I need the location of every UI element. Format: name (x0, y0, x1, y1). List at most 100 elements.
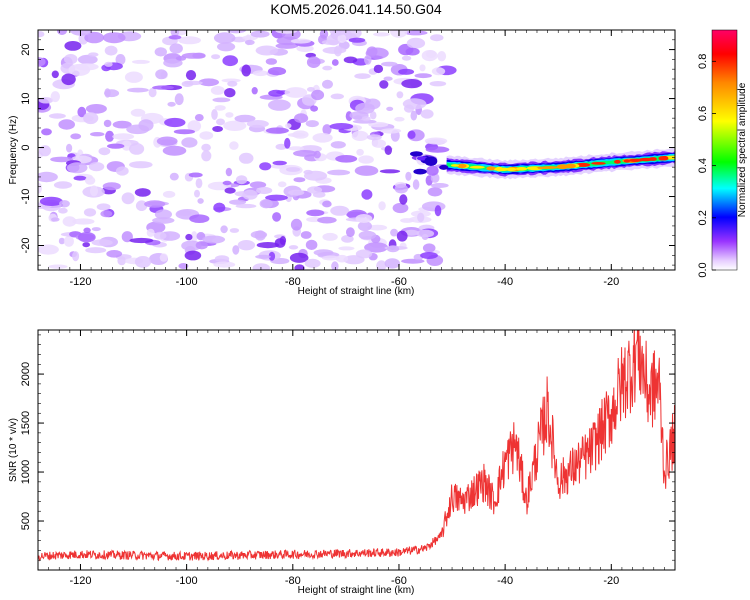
heatmap-noise-blob (121, 231, 133, 243)
heatmap-noise-blob (106, 250, 123, 258)
heatmap-noise-blob (112, 120, 132, 129)
heatmap-noise-blob (368, 121, 389, 128)
heatmap-noise-blob (337, 34, 347, 44)
x-tick-label: -20 (603, 276, 619, 288)
colorbar-label: Normalized spectral amplitude (737, 82, 748, 217)
heatmap-signal-hotspot (469, 165, 485, 169)
heatmap-transition-blob (410, 151, 423, 157)
heatmap-noise-blob (38, 182, 42, 194)
heatmap-noise-blob (170, 30, 180, 37)
heatmap-noise-blob (70, 30, 93, 36)
heatmap-noise-blob (355, 102, 375, 115)
heatmap-noise-blob (154, 47, 167, 57)
heatmap-noise-blob (290, 38, 311, 44)
heatmap-noise-blob (430, 183, 449, 188)
heatmap-noise-blob (138, 119, 154, 132)
heatmap-noise-blob (83, 227, 91, 234)
heatmap-noise-blob (84, 176, 96, 185)
heatmap-noise-blob (211, 54, 221, 60)
heatmap-noise-blob (250, 230, 268, 239)
colorbar-tick-label: 0.4 (697, 158, 709, 173)
snr-series-line (38, 330, 675, 562)
heatmap-noise-blob (386, 106, 394, 111)
heatmap-noise-blob (265, 194, 288, 201)
heatmap-signal-hotspot (535, 166, 553, 169)
heatmap-noise-blob (213, 202, 226, 213)
heatmap-signal-hotspot (495, 166, 503, 172)
heatmap-noise-blob (169, 43, 183, 54)
heatmap-noise-blob (392, 202, 409, 214)
heatmap-noise-blob (404, 229, 419, 236)
heatmap-noise-blob (41, 128, 52, 136)
heatmap-signal-hotspot (614, 159, 621, 164)
heatmap-noise-blob (265, 58, 278, 65)
heatmap-noise-blob (422, 243, 436, 253)
heatmap-noise-blob (162, 145, 187, 156)
heatmap-noise-blob (51, 70, 59, 79)
heatmap-noise-blob (222, 180, 232, 186)
heatmap-noise-blob (195, 178, 203, 189)
heatmap-noise-blob (178, 36, 201, 45)
heatmap-noise-blob (381, 61, 398, 67)
heatmap-signal-hotspot (529, 166, 538, 170)
heatmap-noise-blob (154, 209, 172, 220)
heatmap-noise-blob (329, 123, 354, 130)
heatmap-noise-blob (38, 57, 46, 67)
y-tick-label: 10 (20, 92, 32, 104)
heatmap-noise-blob (249, 181, 267, 189)
heatmap-noise-blob (256, 186, 273, 195)
heatmap-noise-blob (330, 93, 344, 100)
heatmap-noise-blob (129, 237, 154, 244)
heatmap-noise-blob (348, 37, 366, 43)
heatmap-noise-blob (407, 130, 416, 139)
heatmap-noise-blob (210, 85, 225, 95)
heatmap-noise-blob (115, 54, 126, 66)
heatmap-noise-blob (225, 112, 234, 118)
heatmap-noise-blob (224, 187, 236, 194)
heatmap-noise-blob (352, 119, 377, 124)
y-tick-label: 500 (20, 512, 32, 530)
y-tick-label: -20 (20, 238, 32, 254)
heatmap-noise-blob (242, 189, 258, 200)
heatmap-noise-blob (335, 254, 349, 263)
heatmap-noise-blob (431, 67, 446, 76)
heatmap-noise-blob (416, 229, 435, 238)
heatmap-noise-blob (331, 261, 339, 270)
heatmap-noise-blob (225, 167, 233, 177)
x-tick-label: -120 (69, 575, 91, 587)
heatmap-noise-blob (163, 58, 183, 68)
heatmap-noise-blob (82, 242, 90, 248)
heatmap-noise-blob (430, 34, 444, 42)
heatmap-noise-blob (321, 39, 340, 45)
heatmap-noise-blob (311, 89, 325, 101)
heatmap-noise-blob (252, 263, 270, 270)
heatmap-noise-blob (234, 114, 256, 123)
heatmap-noise-blob (184, 250, 202, 261)
heatmap-noise-blob (232, 245, 240, 255)
heatmap-noise-blob (255, 45, 278, 56)
heatmap-noise-blob (129, 161, 153, 169)
heatmap-noise-blob (267, 67, 287, 76)
heatmap-noise-blob (279, 236, 287, 245)
heatmap-noise-blob (222, 55, 238, 67)
heatmap-noise-blob (429, 81, 447, 87)
colorbar-ticks: 0.0 0.2 0.4 0.6 0.8 (697, 54, 716, 278)
heatmap-noise-blob (259, 162, 272, 171)
snr-panel: -120 -100 -80 -60 -40 -20 500 1000 1500 2000 Hei… (8, 329, 676, 596)
heatmap-noise-blob (355, 214, 373, 223)
heatmap-noise-blob (131, 59, 150, 64)
heatmap-noise-blob (88, 162, 105, 172)
heatmap-noise-blob (212, 126, 224, 132)
heatmap-noise-blob (112, 133, 135, 140)
heatmap-noise-blob (376, 260, 387, 270)
heatmap-noise-blob (201, 143, 211, 152)
heatmap-noise-blob (346, 227, 355, 238)
heatmap-noise-blob (70, 133, 82, 140)
heatmap-noise-blob (201, 150, 212, 162)
heatmap-x-ticks: -120 -100 -80 -60 -40 -20 (37, 30, 676, 288)
heatmap-noise-blob (134, 188, 151, 197)
heatmap-noise-blob (212, 97, 231, 103)
heatmap-noise-blob (107, 143, 125, 149)
heatmap-noise-blob (72, 251, 80, 262)
